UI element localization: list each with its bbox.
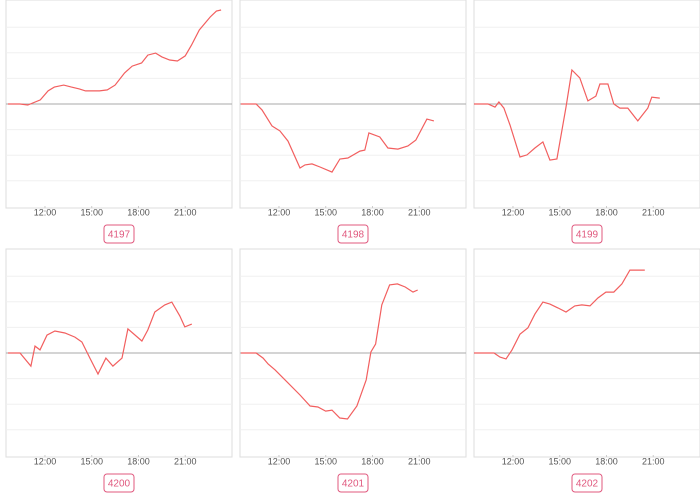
badge bbox=[337, 473, 369, 493]
badge-label: 4198 bbox=[342, 230, 365, 241]
x-tick-label: 12:00 bbox=[268, 207, 291, 217]
x-tick-label: 15:00 bbox=[314, 456, 337, 466]
x-tick-label: 21:00 bbox=[642, 456, 665, 466]
x-tick-label: 18:00 bbox=[595, 207, 618, 217]
price-line bbox=[474, 269, 645, 360]
badge-label: 4200 bbox=[108, 479, 131, 490]
x-tick-label: 18:00 bbox=[361, 456, 384, 466]
x-tick-label: 18:00 bbox=[595, 456, 618, 466]
badge bbox=[337, 224, 369, 244]
x-tick-label: 21:00 bbox=[174, 207, 197, 217]
x-tick-label: 12:00 bbox=[268, 456, 291, 466]
x-tick-label: 12:00 bbox=[34, 207, 57, 217]
x-tick-label: 18:00 bbox=[361, 207, 384, 217]
x-tick-label: 12:00 bbox=[502, 456, 525, 466]
badge bbox=[571, 224, 603, 244]
x-tick-label: 15:00 bbox=[548, 456, 571, 466]
badge-label: 4201 bbox=[342, 479, 365, 490]
x-tick-label: 12:00 bbox=[34, 456, 57, 466]
x-tick-label: 15:00 bbox=[80, 207, 103, 217]
x-tick-label: 15:00 bbox=[80, 456, 103, 466]
badge bbox=[571, 473, 603, 493]
x-tick-label: 21:00 bbox=[408, 207, 431, 217]
x-tick-label: 12:00 bbox=[502, 207, 525, 217]
badge bbox=[103, 224, 135, 244]
badge-label: 4199 bbox=[576, 230, 599, 241]
badge-label: 4197 bbox=[108, 230, 131, 241]
badge bbox=[103, 473, 135, 493]
x-tick-label: 18:00 bbox=[127, 456, 150, 466]
price-line bbox=[474, 68, 660, 161]
x-tick-label: 21:00 bbox=[174, 456, 197, 466]
x-tick-label: 15:00 bbox=[548, 207, 571, 217]
x-tick-label: 21:00 bbox=[642, 207, 665, 217]
price-line bbox=[240, 283, 418, 420]
price-line bbox=[8, 301, 193, 376]
badge-label: 4202 bbox=[576, 479, 599, 490]
price-line bbox=[8, 9, 222, 106]
x-tick-label: 18:00 bbox=[127, 207, 150, 217]
x-tick-label: 15:00 bbox=[314, 207, 337, 217]
x-tick-label: 21:00 bbox=[408, 456, 431, 466]
price-line bbox=[240, 103, 435, 173]
